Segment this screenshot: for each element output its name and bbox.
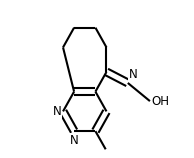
Text: OH: OH bbox=[152, 95, 170, 108]
Text: N: N bbox=[129, 68, 137, 81]
Text: N: N bbox=[53, 105, 61, 118]
Text: N: N bbox=[70, 134, 78, 146]
